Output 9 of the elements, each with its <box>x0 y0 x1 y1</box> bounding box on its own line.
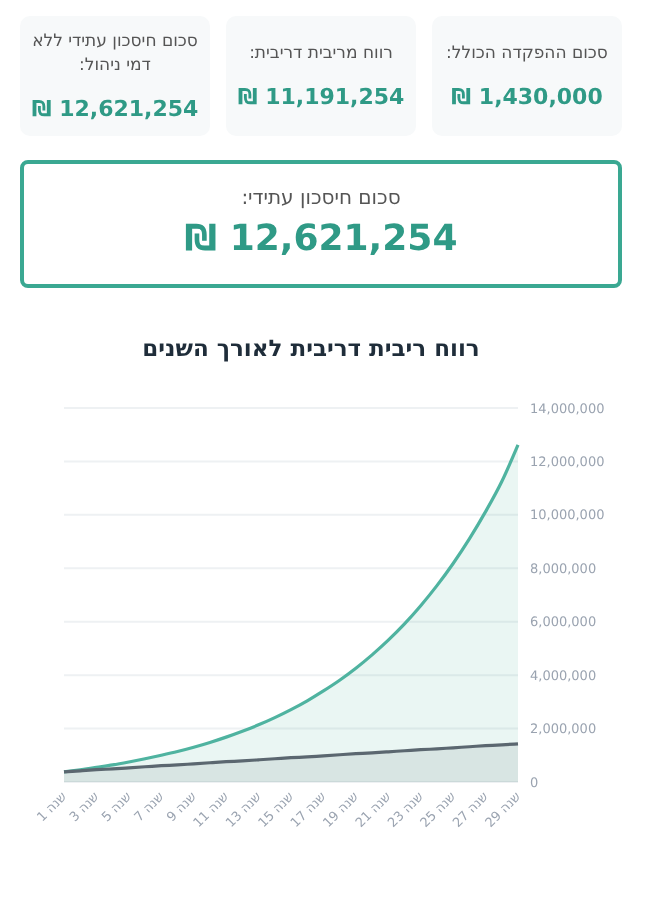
chart-title: רווח ריבית דריבית לאורך השנים <box>142 334 480 362</box>
text: 12,621,254 ₪ <box>184 218 458 260</box>
text: 12,621,254 ₪ <box>31 96 199 122</box>
text: סכום ההפקדה הכולל: <box>446 42 608 66</box>
text: 11,191,254 ₪ <box>237 84 405 110</box>
text: סכום חיסכון עתידי: <box>241 188 401 210</box>
text: רווח מריבית דריבית: <box>249 42 393 66</box>
text: סכום חיסכון עתידי ללא דמי ניהול: <box>30 30 200 78</box>
text: 1,430,000 ₪ <box>451 84 603 110</box>
